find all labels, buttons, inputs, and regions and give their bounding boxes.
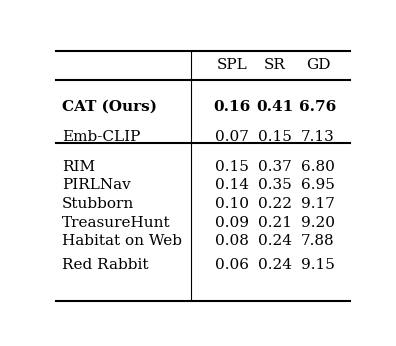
Text: 6.95: 6.95 [301, 179, 335, 192]
Text: TreasureHunt: TreasureHunt [62, 216, 170, 230]
Text: 6.80: 6.80 [301, 160, 335, 174]
Text: 0.24: 0.24 [258, 234, 292, 248]
Text: 0.14: 0.14 [215, 179, 249, 192]
Text: 0.16: 0.16 [213, 100, 251, 114]
Text: RIM: RIM [62, 160, 95, 174]
Text: 9.15: 9.15 [301, 258, 335, 272]
Text: 0.07: 0.07 [215, 130, 249, 144]
Text: PIRLNav: PIRLNav [62, 179, 131, 192]
Text: 0.24: 0.24 [258, 258, 292, 272]
Text: SR: SR [264, 58, 286, 73]
Text: 0.10: 0.10 [215, 197, 249, 211]
Text: 9.20: 9.20 [301, 216, 335, 230]
Text: 0.15: 0.15 [258, 130, 292, 144]
Text: Habitat on Web: Habitat on Web [62, 234, 182, 248]
Text: 7.88: 7.88 [301, 234, 335, 248]
Text: SPL: SPL [217, 58, 248, 73]
Text: Emb-CLIP: Emb-CLIP [62, 130, 140, 144]
Text: 0.35: 0.35 [258, 179, 292, 192]
Text: 0.09: 0.09 [215, 216, 249, 230]
Text: Stubborn: Stubborn [62, 197, 134, 211]
Text: 0.41: 0.41 [257, 100, 294, 114]
Text: CAT (Ours): CAT (Ours) [62, 100, 157, 114]
Text: 0.06: 0.06 [215, 258, 249, 272]
Text: 0.21: 0.21 [258, 216, 292, 230]
Text: 0.37: 0.37 [258, 160, 292, 174]
Text: 9.17: 9.17 [301, 197, 335, 211]
Text: 0.22: 0.22 [258, 197, 292, 211]
Text: GD: GD [306, 58, 330, 73]
Text: 7.13: 7.13 [301, 130, 335, 144]
Text: Red Rabbit: Red Rabbit [62, 258, 148, 272]
Text: 6.76: 6.76 [299, 100, 337, 114]
Text: 0.08: 0.08 [215, 234, 249, 248]
Text: 0.15: 0.15 [215, 160, 249, 174]
